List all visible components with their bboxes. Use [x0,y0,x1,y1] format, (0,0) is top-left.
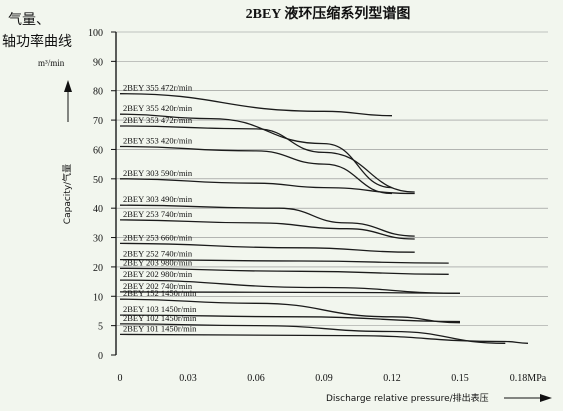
series-lines: 2BEY 355 472r/min 2BEY 355 420r/min 2BEY 3… [119,83,529,344]
series-label: 2BEY 152 1450r/min [123,288,197,298]
x-tick-label: 0.12 [383,373,401,384]
y-tick-label: 90 [93,57,103,68]
series-label: 2BEY 353 420r/min [123,136,193,146]
y-tick-label: 0 [98,351,103,362]
series-line [119,93,393,117]
y-tick-label: 80 [93,87,103,98]
y-tick-labels: 0 5 10 20 30 40 50 60 70 80 90 100 [88,28,116,362]
series-label: 2BEY 253 660r/min [123,232,193,242]
series-line [119,178,415,195]
series-label: 2BEY 355 420r/min [123,103,193,113]
series-label: 2BEY 103 1450r/min [123,304,197,314]
x-arrow-head [540,394,552,402]
y-axis-label: Capacity/气量 [61,164,73,224]
series-label: 2BEY 303 590r/min [123,168,193,178]
corner-label-line1: 气量、 [8,12,50,28]
y-tick-label: 10 [93,292,103,303]
series-line [119,242,415,253]
series-label: 2BEY 202 980r/min [123,269,193,279]
series-line [119,145,393,195]
x-tick-label: 0.09 [315,373,333,384]
x-tick-labels: 0 0.03 0.06 0.09 0.12 0.15 0.18MPa [118,373,547,384]
series-label: 2BEY 253 740r/min [123,209,193,219]
series-line [119,291,461,294]
y-tick-label: 70 [93,116,103,127]
series-line [119,113,393,189]
series-line [119,125,415,193]
x-tick-label: 0.18MPa [510,373,547,384]
series-line [119,219,415,240]
series-label: 2BEY 202 740r/min [123,281,193,291]
series-line [119,279,461,294]
series-label: 2BEY 303 490r/min [123,194,193,204]
chart-title: 2BEY 液环压缩系列型谱图 [246,5,411,22]
grid-lines [116,31,548,326]
y-tick-label: 30 [93,234,103,245]
y-unit-label: m³/min [38,58,65,68]
y-arrow-head [64,80,72,92]
x-tick-label: 0.03 [179,373,197,384]
corner-label-line2: 轴功率曲线 [2,33,72,50]
series-line [119,314,461,323]
y-tick-label: 100 [88,28,103,39]
y-tick-label: 60 [93,145,103,156]
series-line [119,323,506,344]
series-label: 2BEY 252 740r/min [123,249,193,259]
y-tick-label: 5 [98,322,103,333]
series-label: 2BEY 101 1450r/min [123,323,197,333]
x-axis-label: Discharge relative pressure/排出表压 [326,392,489,404]
series-line [119,333,529,344]
y-tick-label: 40 [93,204,103,215]
series-line [119,258,449,264]
series-line [119,267,449,275]
series-line [119,204,415,237]
series-label: 2BEY 203 980r/min [123,257,193,267]
series-label: 2BEY 102 1450r/min [123,313,197,323]
x-tick-label: 0 [118,373,123,384]
series-label: 2BEY 353 472r/min [123,115,193,125]
series-label: 2BEY 355 472r/min [123,83,193,93]
y-tick-label: 50 [93,175,103,186]
x-tick-label: 0.06 [247,373,265,384]
x-tick-label: 0.15 [451,373,469,384]
series-line [119,298,461,324]
y-tick-label: 20 [93,263,103,274]
